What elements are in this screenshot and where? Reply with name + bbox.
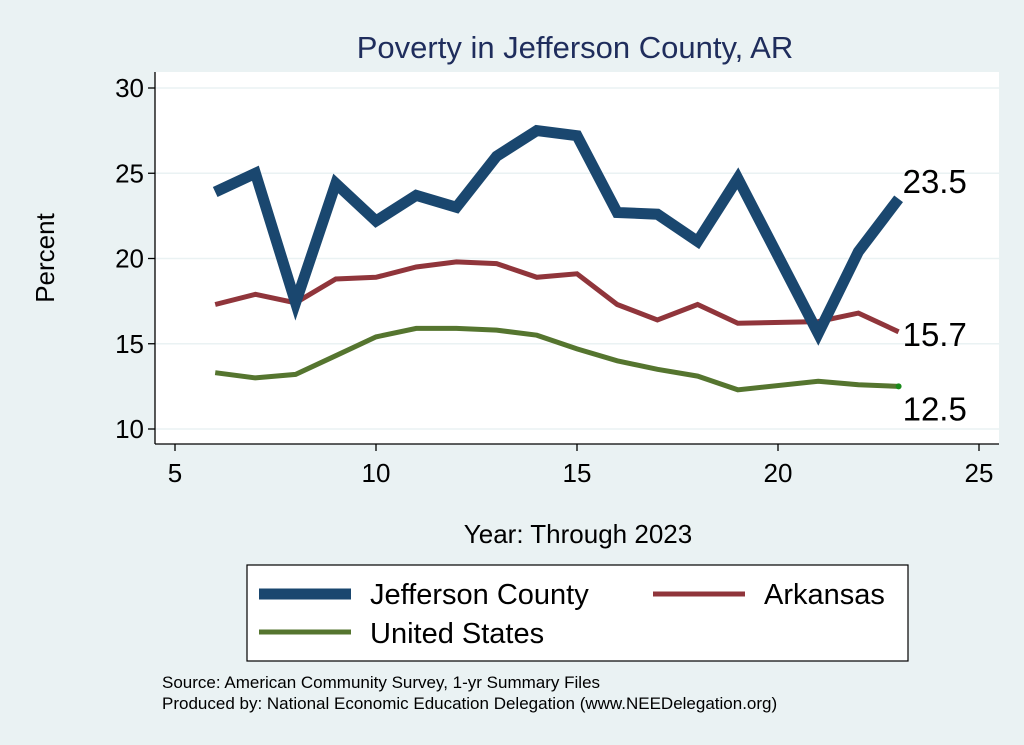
chart-title: Poverty in Jefferson County, AR (357, 30, 794, 65)
x-axis-label: Year: Through 2023 (464, 519, 692, 549)
source-note: Source: American Community Survey, 1-yr … (162, 673, 600, 692)
x-tick-label-20: 20 (764, 458, 793, 488)
y-tick-label-25: 25 (115, 158, 144, 188)
series-line-jefferson-county (212, 124, 903, 346)
y-tick-label-10: 10 (115, 414, 144, 444)
y-axis-label: Percent (30, 212, 60, 302)
end-label-united-states: 12.5 (903, 390, 967, 427)
end-label-jefferson-county: 23.5 (903, 163, 967, 200)
x-axis-ticks: 5 10 15 20 25 (168, 444, 994, 488)
legend-box (246, 564, 909, 662)
x-tick-label-5: 5 (168, 458, 182, 488)
x-tick-label-15: 15 (563, 458, 592, 488)
legend-label-jefferson-county: Jefferson County (370, 579, 589, 611)
x-tick-label-25: 25 (965, 458, 994, 488)
y-axis-ticks: 10 15 20 25 30 (115, 73, 155, 444)
series-line-arkansas (214, 259, 900, 335)
series-line-united-states (214, 325, 899, 393)
y-tick-label-20: 20 (115, 244, 144, 274)
y-tick-label-30: 30 (115, 73, 144, 103)
y-tick-label-15: 15 (115, 329, 144, 359)
legend-label-united-states: United States (370, 618, 544, 650)
series-end-point-united-states (895, 383, 902, 390)
end-labels: 23.5 15.7 12.5 (903, 163, 967, 428)
legend-label-arkansas: Arkansas (764, 579, 885, 611)
end-label-arkansas: 15.7 (903, 316, 967, 353)
x-tick-label-10: 10 (362, 458, 391, 488)
series-lines (212, 124, 903, 393)
producer-note: Produced by: National Economic Education… (162, 694, 777, 713)
